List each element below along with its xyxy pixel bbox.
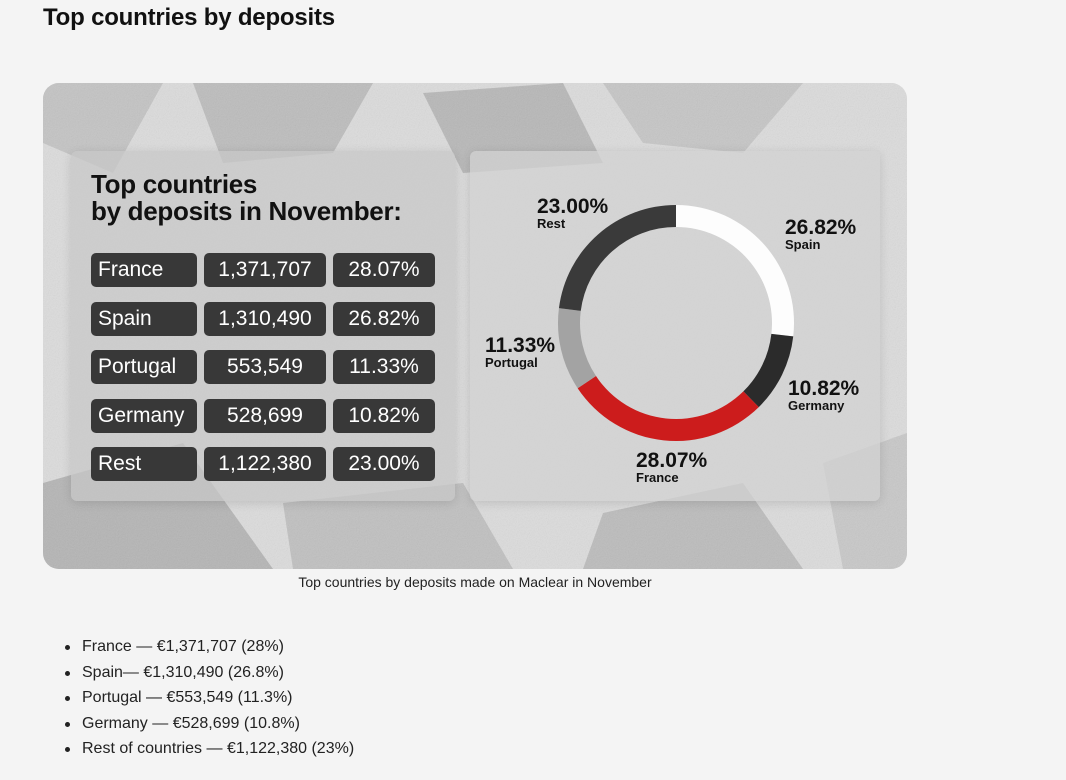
deposits-bullet-list: France — €1,371,707 (28%) Spain— €1,310,…	[64, 636, 354, 764]
percent-cell: 26.82%	[333, 301, 435, 336]
infographic-title-line2: by deposits in November:	[91, 196, 402, 226]
donut-slice-spain	[676, 205, 794, 337]
donut-slice-germany	[743, 333, 794, 408]
slice-label-portugal: 11.33% Portugal	[485, 334, 556, 370]
amount-cell: 1,122,380	[204, 447, 326, 481]
amount-cell: 1,371,707	[204, 253, 326, 287]
country-cell: Portugal	[91, 350, 197, 384]
amount-cell: 528,699	[204, 398, 326, 433]
percent-cell: 11.33%	[333, 350, 435, 384]
country-cell: Rest	[91, 447, 197, 481]
slice-percent: 28.07%	[636, 449, 708, 472]
infographic-banner: Top countries by deposits in November: F…	[43, 83, 907, 569]
percent-cell: 23.00%	[333, 447, 435, 481]
infographic-title: Top countries by deposits in November:	[91, 171, 402, 225]
donut-chart-panel: 26.82% Spain 10.82% Germany 28.07% Franc…	[470, 151, 880, 501]
infographic-title-line1: Top countries	[91, 169, 258, 199]
slice-name: Spain	[785, 237, 821, 252]
list-item: Germany — €528,699 (10.8%)	[64, 713, 354, 739]
slice-label-france: 28.07% France	[636, 449, 708, 485]
slice-percent: 23.00%	[537, 195, 609, 218]
percent-cell: 10.82%	[333, 398, 435, 433]
country-cell: France	[91, 253, 197, 287]
slice-name: Rest	[537, 216, 566, 231]
donut-slice-rest	[558, 205, 676, 311]
slice-percent: 11.33%	[485, 334, 556, 357]
slice-name: France	[636, 470, 679, 485]
list-item: France — €1,371,707 (28%)	[64, 636, 354, 662]
slice-percent: 10.82%	[788, 377, 860, 400]
list-item: Spain— €1,310,490 (26.8%)	[64, 662, 354, 688]
percent-cell: 28.07%	[333, 253, 435, 287]
amount-cell: 1,310,490	[204, 301, 326, 336]
slice-name: Portugal	[485, 355, 538, 370]
amount-cell: 553,549	[204, 350, 326, 384]
country-cell: Spain	[91, 301, 197, 336]
donut-chart	[558, 205, 794, 441]
slice-name: Germany	[788, 398, 845, 413]
slice-label-spain: 26.82% Spain	[785, 216, 857, 252]
deposits-table-panel: Top countries by deposits in November: F…	[71, 151, 455, 501]
slice-label-rest: 23.00% Rest	[537, 195, 609, 231]
slice-label-germany: 10.82% Germany	[788, 377, 860, 413]
donut-slice-portugal	[558, 308, 596, 389]
list-item: Portugal — €553,549 (11.3%)	[64, 687, 354, 713]
donut-slice-france	[577, 376, 759, 441]
figure-caption: Top countries by deposits made on Maclea…	[298, 574, 652, 590]
slice-percent: 26.82%	[785, 216, 857, 239]
country-cell: Germany	[91, 398, 197, 433]
list-item: Rest of countries — €1,122,380 (23%)	[64, 738, 354, 764]
page-heading: Top countries by deposits	[43, 4, 335, 31]
